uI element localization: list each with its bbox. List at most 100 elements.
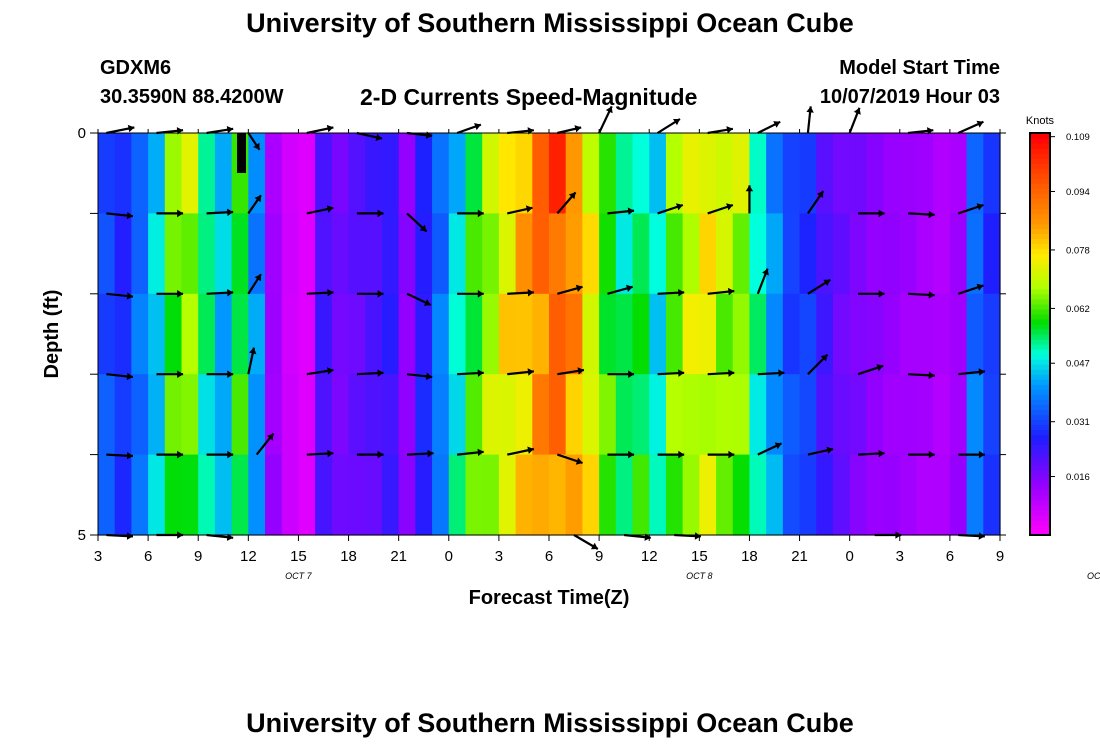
y-axis-label: Depth (ft) (41, 290, 63, 379)
colorbar-tick-label: 0.031 (1066, 417, 1090, 428)
heatmap-cell (164, 374, 183, 456)
current-vector (908, 291, 935, 299)
footer-title: University of Southern Mississippi Ocean… (246, 708, 854, 738)
colorbar-tick-label: 0.109 (1066, 132, 1090, 143)
heatmap-cell (699, 454, 717, 536)
heatmap-cell (315, 213, 333, 295)
heatmap-cell (515, 213, 533, 295)
heatmap-cell (716, 133, 734, 214)
colorbar-segment (1030, 303, 1050, 310)
heatmap-cell (415, 133, 433, 214)
colorbar-segment (1030, 484, 1050, 491)
heatmap-cell (849, 213, 867, 295)
heatmap-cell (114, 213, 132, 295)
heatmap-cell (398, 293, 416, 375)
colorbar-segment (1030, 444, 1050, 451)
heatmap-cell (331, 454, 350, 536)
heatmap-cell (114, 293, 132, 375)
heatmap-cell (699, 374, 717, 456)
heatmap-cell (883, 374, 901, 456)
heatmap-cell (281, 454, 300, 536)
colorbar-segment (1030, 469, 1050, 476)
heatmap-cell (665, 374, 684, 456)
heatmap-cell (415, 374, 433, 456)
colorbar-segment (1030, 449, 1050, 456)
heatmap-cell (599, 454, 617, 536)
heatmap-cell (148, 213, 166, 295)
colorbar-tick-label: 0.016 (1066, 472, 1090, 483)
colorbar-segment (1030, 399, 1050, 405)
current-vector (356, 369, 384, 377)
heatmap-cell (916, 293, 934, 375)
colorbar-segment (1030, 419, 1050, 426)
colorbar-segment (1030, 218, 1050, 225)
x-tick-label: 18 (741, 548, 758, 565)
heatmap-cell (398, 213, 416, 295)
colorbar-segment (1030, 288, 1050, 295)
current-vector (156, 370, 184, 378)
colorbar-segment (1030, 434, 1050, 441)
heatmap-cell (298, 374, 316, 456)
colorbar-segment (1030, 489, 1050, 496)
y-tick-label: 0 (78, 125, 86, 142)
heatmap-cell (899, 133, 918, 214)
heatmap-cell (248, 213, 266, 295)
current-vector (457, 209, 484, 218)
colorbar-segment (1030, 138, 1050, 144)
heatmap-cell (933, 213, 951, 295)
colorbar-segment (1030, 424, 1050, 431)
heatmap-cell (966, 374, 984, 456)
heatmap-cell (665, 133, 684, 214)
heatmap-cell (699, 213, 717, 295)
heatmap-cell (98, 133, 116, 214)
x-tick-label: 12 (240, 548, 257, 565)
x-tick-label: 9 (595, 548, 603, 565)
colorbar-segment (1030, 318, 1050, 325)
heatmap-cell (866, 454, 884, 536)
current-vector (156, 290, 184, 298)
colorbar-segment (1030, 384, 1050, 390)
colorbar-segment (1030, 298, 1050, 305)
colorbar-segment (1030, 349, 1050, 355)
heatmap-cell (682, 213, 700, 295)
current-vector (607, 207, 635, 215)
current-vector (807, 278, 831, 295)
current-vector (908, 371, 935, 379)
current-vector (557, 284, 583, 295)
current-vector (156, 450, 184, 459)
heatmap-cell (214, 293, 233, 375)
x-tick-label: 21 (390, 548, 407, 565)
heatmap-cell (231, 454, 249, 536)
heatmap-cell (181, 133, 199, 214)
heatmap-cell (415, 293, 433, 375)
heatmap-cell (933, 133, 951, 214)
heatmap-cell (231, 293, 249, 375)
heatmap-cell (549, 293, 567, 375)
heatmap-cell (148, 133, 166, 214)
heatmap-cell (365, 213, 383, 295)
current-vector (406, 372, 433, 381)
heatmap-cell (916, 133, 934, 214)
current-vector (106, 211, 134, 220)
colorbar-segment (1030, 359, 1050, 365)
heatmap-cell (214, 213, 233, 295)
current-vector (557, 367, 585, 376)
current-vector (356, 131, 383, 141)
x-tick-label: 9 (996, 548, 1004, 565)
heatmap-cell (732, 293, 751, 375)
heatmap-cell (832, 454, 851, 536)
current-vector (556, 191, 577, 215)
heatmap-cell (632, 133, 650, 214)
heatmap-cell (265, 133, 283, 214)
colorbar-segment (1030, 379, 1050, 385)
heatmap-cell (749, 293, 767, 375)
colorbar-segment (1030, 193, 1050, 199)
heatmap-cell (432, 454, 450, 536)
heatmap-cell (866, 374, 884, 456)
current-vector (507, 368, 534, 376)
heatmap-cell (198, 293, 216, 375)
colorbar-segment (1030, 499, 1050, 506)
heatmap-cell (298, 133, 316, 214)
heatmap-cell (398, 454, 416, 536)
